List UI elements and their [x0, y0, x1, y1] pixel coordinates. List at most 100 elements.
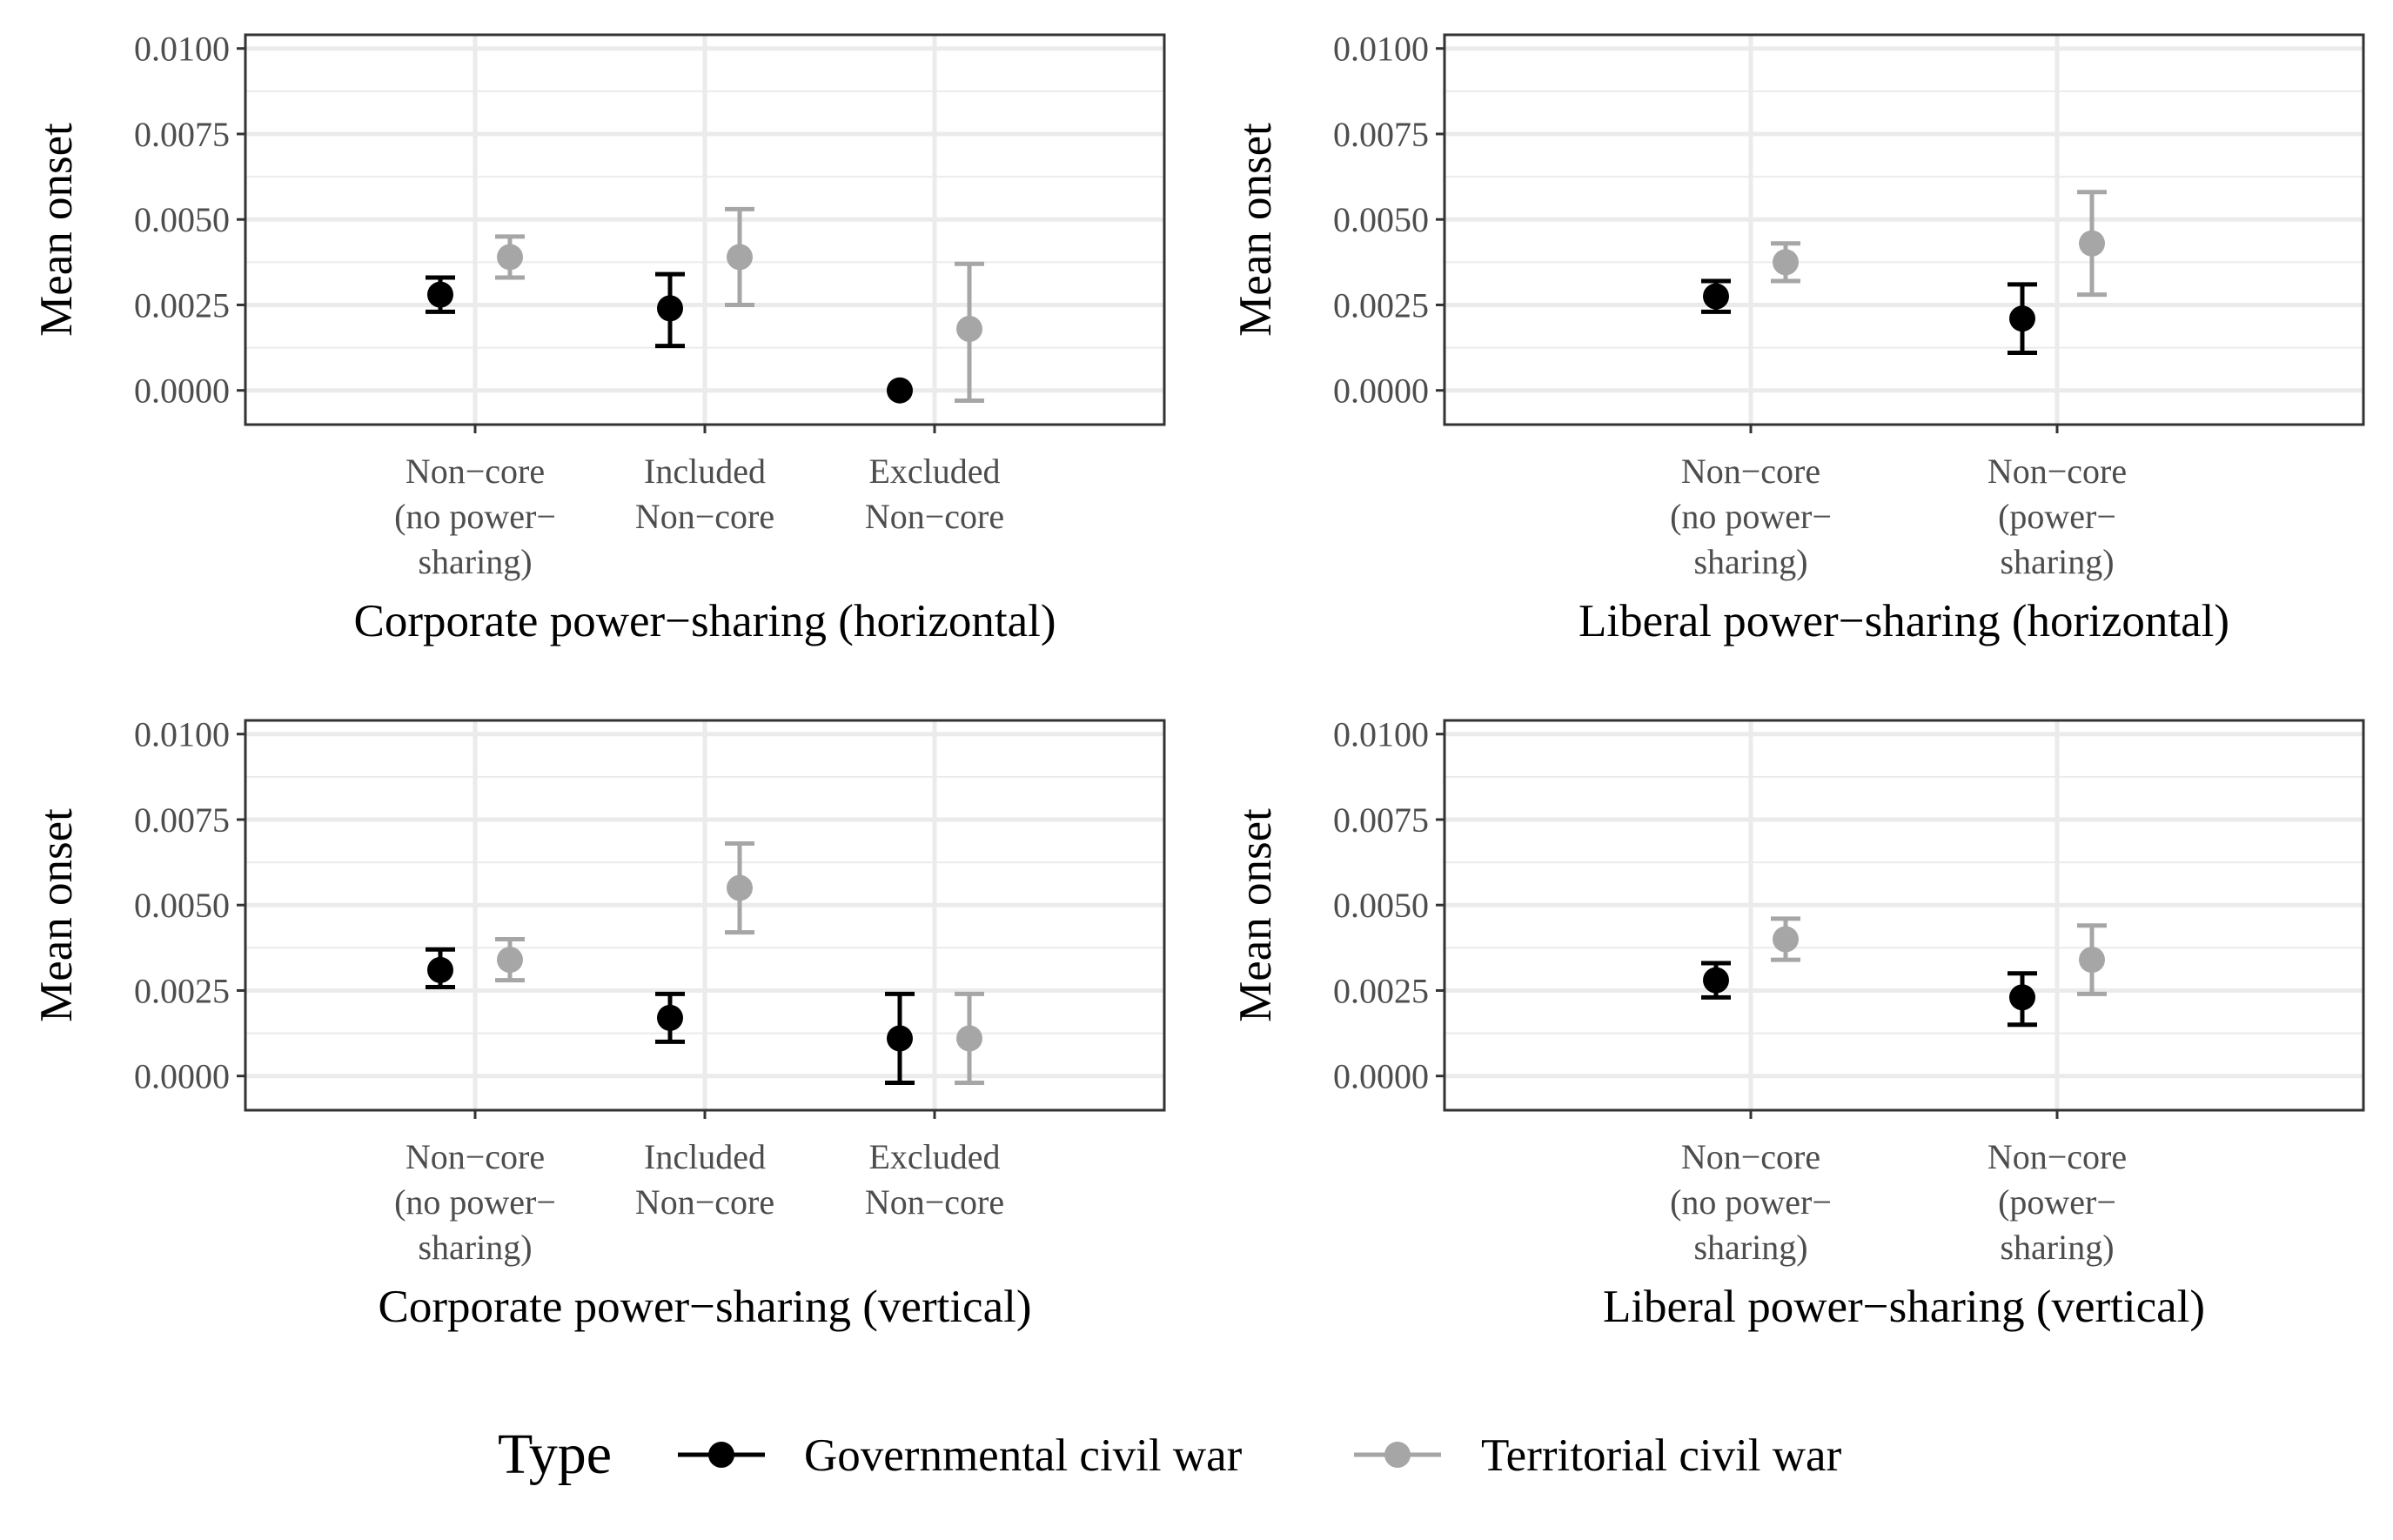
- y-tick-label: 0.0100: [134, 30, 230, 69]
- x-tick-label-line: sharing): [1693, 542, 1807, 581]
- x-tick-label-line: Non−core: [1681, 452, 1820, 491]
- legend-governmental-point: [708, 1442, 734, 1468]
- x-tick-label-line: Included: [644, 1137, 766, 1176]
- data-point: [657, 1004, 683, 1031]
- x-tick-label-line: (power−: [1998, 1182, 2116, 1222]
- x-tick-label: Non−core (power− sharing): [1987, 452, 2127, 581]
- x-tick-label-line: Non−core: [865, 497, 1004, 536]
- data-point: [1773, 249, 1799, 276]
- data-point: [727, 244, 753, 271]
- y-tick-label: 0.0075: [1333, 800, 1429, 840]
- data-point: [887, 1025, 913, 1052]
- x-tick-label-line: (no power−: [394, 1182, 556, 1222]
- y-axis-title: Mean onset: [31, 808, 82, 1022]
- y-tick-label: 0.0025: [1333, 285, 1429, 325]
- y-axis-title: Mean onset: [1230, 123, 1281, 337]
- x-tick-label: Non−core (no power− sharing): [394, 1137, 556, 1267]
- data-point: [427, 281, 453, 308]
- y-tick-label: 0.0075: [1333, 115, 1429, 154]
- x-tick-label: Non−core (no power− sharing): [394, 452, 556, 581]
- y-tick-label: 0.0025: [134, 285, 230, 325]
- panel-border: [1443, 33, 2365, 426]
- x-tick-label-line: sharing): [418, 1228, 532, 1267]
- x-tick-label: Excluded Non−core: [865, 1137, 1004, 1222]
- panel-background: [1445, 720, 2363, 1110]
- x-tick-label: Included Non−core: [635, 1137, 774, 1222]
- y-axis-title: Mean onset: [31, 123, 82, 337]
- data-point: [657, 295, 683, 322]
- y-tick-label: 0.0025: [134, 971, 230, 1010]
- x-axis-title: Corporate power−sharing (horizontal): [354, 596, 1056, 646]
- y-tick-label: 0.0050: [1333, 886, 1429, 925]
- x-axis-title: Liberal power−sharing (vertical): [1603, 1282, 2205, 1332]
- x-tick-label-line: Non−core: [635, 497, 774, 536]
- y-tick-label: 0.0000: [1333, 372, 1429, 411]
- x-tick-label-line: Included: [644, 452, 766, 491]
- data-point: [497, 947, 523, 974]
- data-point: [2079, 230, 2105, 257]
- data-point: [2009, 305, 2035, 332]
- data-point: [427, 956, 453, 983]
- data-point: [497, 244, 523, 271]
- data-point: [1773, 926, 1799, 953]
- x-tick-label-line: sharing): [418, 542, 532, 581]
- x-tick-label-line: (no power−: [1670, 497, 1832, 536]
- legend-territorial-point: [1384, 1442, 1411, 1468]
- data-point: [887, 377, 913, 404]
- x-tick-label-line: (no power−: [394, 497, 556, 536]
- x-tick-label-line: Non−core: [1987, 452, 2127, 491]
- legend-item-governmental: Governmental civil war: [678, 1430, 1243, 1481]
- x-tick-label-line: (power−: [1998, 497, 2116, 536]
- y-tick-label: 0.0075: [134, 115, 230, 154]
- panel-liberal-vertical: 0.0000 0.0025 0.0050 0.0075 0.0100 Non−core (n…: [1230, 715, 2365, 1332]
- x-tick-label-line: Non−core: [1681, 1137, 1820, 1176]
- y-tick-label: 0.0050: [1333, 200, 1429, 239]
- x-tick-label: Included Non−core: [635, 452, 774, 536]
- legend-title: Type: [498, 1423, 612, 1486]
- panel-corporate-horizontal: 0.0000 0.0025 0.0050 0.0075 0.0100 Non−core (n…: [31, 30, 1166, 646]
- x-tick-label-line: Non−core: [406, 1137, 545, 1176]
- x-axis-title: Corporate power−sharing (vertical): [379, 1282, 1032, 1332]
- panel-liberal-horizontal: 0.0000 0.0025 0.0050 0.0075 0.0100 Non−core (n…: [1230, 30, 2365, 646]
- data-point: [1703, 967, 1729, 994]
- panel-border: [244, 33, 1166, 426]
- legend-governmental-label: Governmental civil war: [804, 1430, 1243, 1481]
- y-tick-label: 0.0100: [1333, 715, 1429, 754]
- x-tick-label-line: sharing): [1693, 1228, 1807, 1267]
- y-tick-label: 0.0000: [1333, 1057, 1429, 1096]
- y-tick-label: 0.0100: [1333, 30, 1429, 69]
- panel-background: [1445, 35, 2363, 425]
- x-axis-title: Liberal power−sharing (horizontal): [1579, 596, 2229, 646]
- x-tick-label-line: Excluded: [868, 452, 1000, 491]
- x-tick-label: Non−core (no power− sharing): [1670, 452, 1832, 581]
- y-tick-label: 0.0050: [134, 886, 230, 925]
- x-tick-label: Non−core (no power− sharing): [1670, 1137, 1832, 1267]
- x-tick-label-line: Excluded: [868, 1137, 1000, 1176]
- y-tick-label: 0.0000: [134, 1057, 230, 1096]
- x-tick-label-line: Non−core: [1987, 1137, 2127, 1176]
- y-tick-label: 0.0025: [1333, 971, 1429, 1010]
- y-tick-label: 0.0075: [134, 800, 230, 840]
- panel-border: [244, 719, 1166, 1112]
- data-point: [956, 315, 982, 342]
- x-tick-label: Non−core (power− sharing): [1987, 1137, 2127, 1267]
- legend-item-territorial: Territorial civil war: [1354, 1430, 1842, 1481]
- x-tick-label-line: Non−core: [406, 452, 545, 491]
- x-tick-label-line: sharing): [2000, 1228, 2114, 1267]
- panel-border: [1443, 719, 2365, 1112]
- x-tick-label-line: Non−core: [635, 1182, 774, 1222]
- y-axis-title: Mean onset: [1230, 808, 1281, 1022]
- x-tick-label-line: (no power−: [1670, 1182, 1832, 1222]
- x-tick-label: Excluded Non−core: [865, 452, 1004, 536]
- y-tick-label: 0.0050: [134, 200, 230, 239]
- y-tick-label: 0.0100: [134, 715, 230, 754]
- data-point: [1703, 283, 1729, 310]
- legend: Type Governmental civil war Territorial …: [498, 1423, 1842, 1486]
- x-tick-label-line: sharing): [2000, 542, 2114, 581]
- data-point: [727, 874, 753, 901]
- data-point: [956, 1025, 982, 1052]
- panel-corporate-vertical: 0.0000 0.0025 0.0050 0.0075 0.0100 Non−core (n…: [31, 715, 1166, 1332]
- data-point: [2079, 947, 2105, 974]
- data-point: [2009, 984, 2035, 1011]
